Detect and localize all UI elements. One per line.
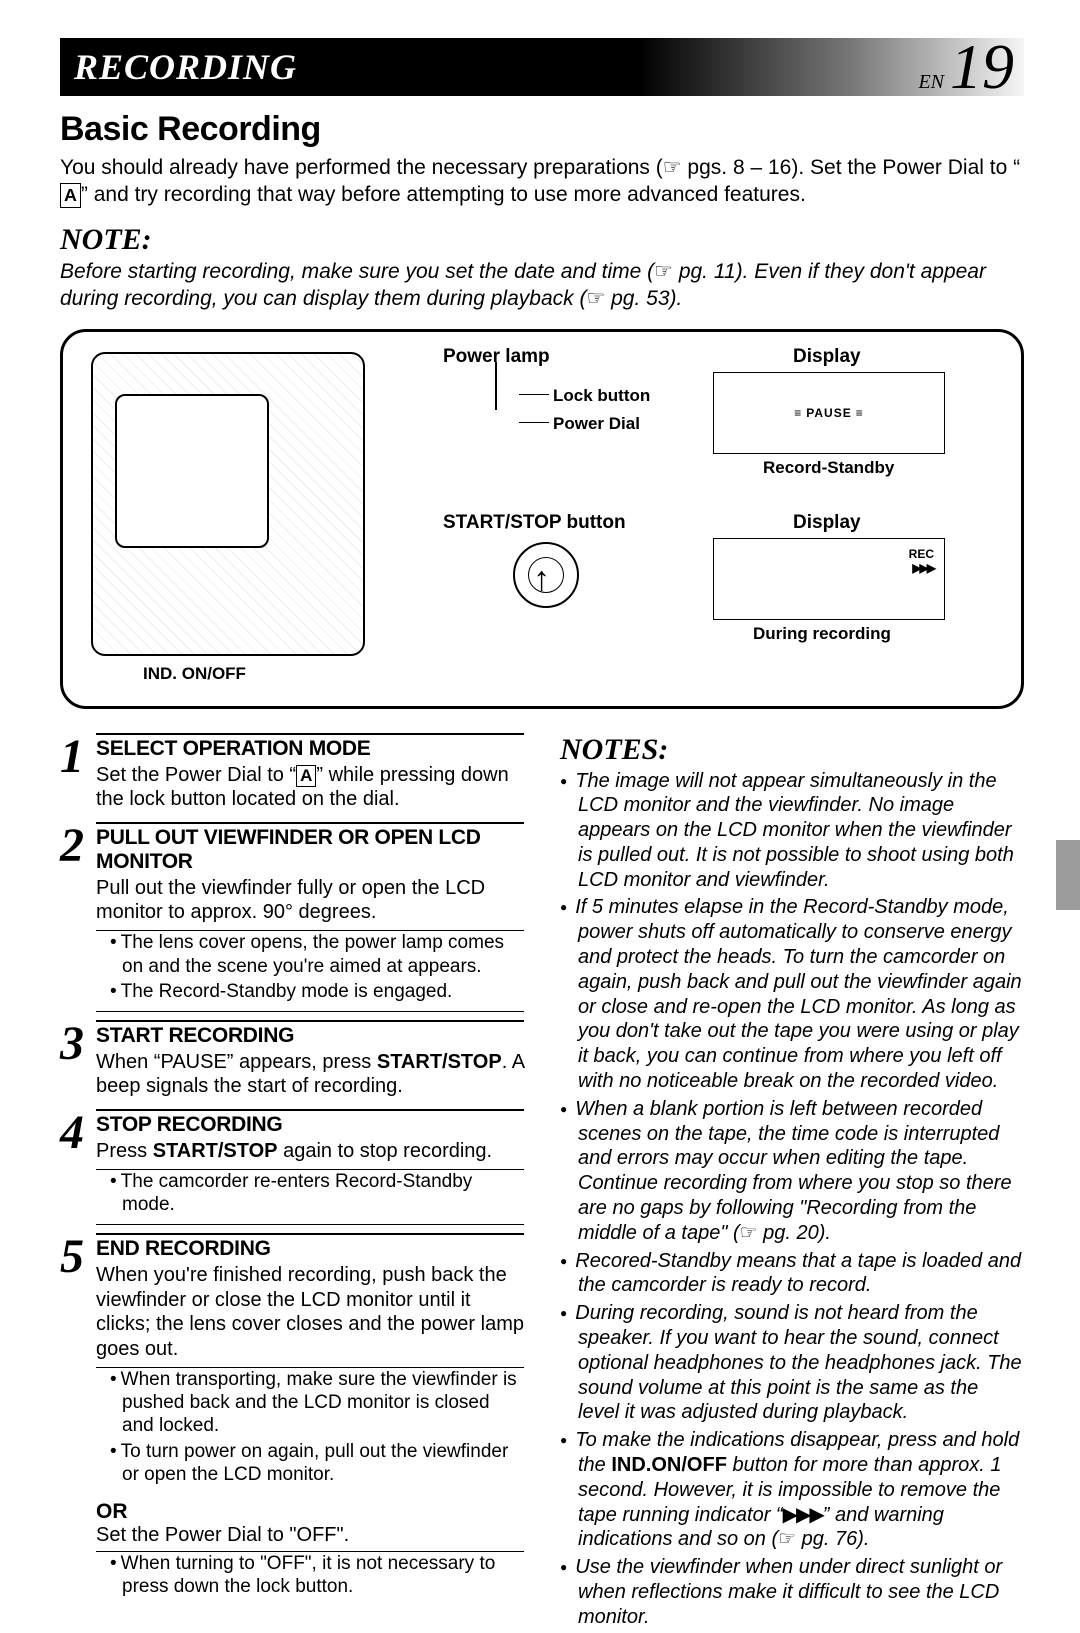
notes-list: The image will not appear simultaneously… — [560, 769, 1024, 1630]
connector-line — [519, 422, 549, 423]
note-item: Recored-Standby means that a tape is loa… — [560, 1249, 1024, 1299]
step-1: 1 SELECT OPERATION MODE Set the Power Di… — [60, 733, 524, 818]
section-heading: Basic Recording — [60, 110, 1024, 149]
step-number: 4 — [60, 1111, 96, 1230]
label-lock-button: Lock button — [553, 386, 650, 406]
label-display-2: Display — [793, 512, 861, 534]
sub-item: The Record-Standby mode is engaged. — [110, 980, 524, 1003]
step-title: SELECT OPERATION MODE — [96, 733, 524, 761]
page-number: 19 — [950, 35, 1014, 99]
diagram-box: Power lamp Lock button Power Dial Displa… — [60, 329, 1024, 709]
or-text: Set the Power Dial to "OFF". — [96, 1524, 524, 1547]
sub-item: To turn power on again, pull out the vie… — [110, 1440, 524, 1486]
step-text: When “PAUSE” appears, press START/STOP. … — [96, 1050, 524, 1099]
label-ind-onoff: IND. ON/OFF — [143, 664, 246, 684]
camera-illustration — [91, 352, 365, 656]
note-item: If 5 minutes elapse in the Record-Standb… — [560, 895, 1024, 1093]
step-number: 2 — [60, 824, 96, 1016]
chapter-title: RECORDING — [74, 46, 297, 88]
note-item: The image will not appear simultaneously… — [560, 769, 1024, 893]
step-3: 3 START RECORDING When “PAUSE” appears, … — [60, 1020, 524, 1105]
step-sublist: The camcorder re-enters Record-Standby m… — [96, 1169, 524, 1225]
header-banner: RECORDING EN 19 — [60, 38, 1024, 96]
page-indicator: EN 19 — [918, 35, 1014, 99]
step-title: PULL OUT VIEWFINDER OR OPEN LCD MONITOR — [96, 822, 524, 874]
sub-item: When turning to "OFF", it is not necessa… — [110, 1552, 524, 1598]
connector-line — [519, 394, 549, 395]
label-display-1: Display — [793, 346, 861, 368]
sub-item: When transporting, make sure the viewfin… — [110, 1368, 524, 1438]
rec-label: REC — [909, 547, 934, 561]
play-icon: ▶▶▶ — [912, 561, 934, 575]
label-record-standby: Record-Standby — [763, 458, 894, 478]
or-label: OR — [96, 1500, 524, 1524]
steps-column: 1 SELECT OPERATION MODE Set the Power Di… — [60, 733, 524, 1633]
note-heading: NOTE: — [60, 223, 1024, 257]
intro-paragraph: You should already have performed the ne… — [60, 155, 1024, 209]
side-tab — [1056, 840, 1080, 910]
step-text: Press START/STOP again to stop recording… — [96, 1139, 524, 1163]
lang-code: EN — [918, 71, 944, 94]
step-sublist: When transporting, make sure the viewfin… — [96, 1367, 524, 1494]
display-rec: REC ▶▶▶ — [713, 538, 945, 620]
note-item: To make the indications disappear, press… — [560, 1428, 1024, 1552]
step-number: 1 — [60, 735, 96, 818]
step-5: 5 END RECORDING When you're finished rec… — [60, 1233, 524, 1610]
step-number: 5 — [60, 1235, 96, 1610]
label-during-recording: During recording — [753, 624, 891, 644]
sub-item: The lens cover opens, the power lamp com… — [110, 931, 524, 977]
sub-item: The camcorder re-enters Record-Standby m… — [110, 1170, 524, 1216]
note-body: Before starting recording, make sure you… — [60, 259, 1024, 313]
or-sublist: When turning to "OFF", it is not necessa… — [96, 1551, 524, 1606]
pause-text: PAUSE — [790, 406, 867, 420]
step-text: Pull out the viewfinder fully or open th… — [96, 876, 524, 925]
rec-text: REC ▶▶▶ — [909, 547, 934, 575]
notes-heading: NOTES: — [560, 733, 1024, 767]
connector-line — [495, 362, 497, 410]
notes-column: NOTES: The image will not appear simulta… — [560, 733, 1024, 1633]
step-sublist: The lens cover opens, the power lamp com… — [96, 930, 524, 1012]
step-number: 3 — [60, 1022, 96, 1105]
label-power-dial: Power Dial — [553, 414, 640, 434]
note-item: Use the viewfinder when under direct sun… — [560, 1555, 1024, 1629]
step-title: STOP RECORDING — [96, 1109, 524, 1137]
step-text: Set the Power Dial to “A” while pressing… — [96, 763, 524, 812]
note-item: During recording, sound is not heard fro… — [560, 1301, 1024, 1425]
note-item: When a blank portion is left between rec… — [560, 1097, 1024, 1246]
step-2: 2 PULL OUT VIEWFINDER OR OPEN LCD MONITO… — [60, 822, 524, 1016]
step-title: END RECORDING — [96, 1233, 524, 1261]
label-start-stop: START/STOP button — [443, 512, 626, 534]
display-pause: PAUSE — [713, 372, 945, 454]
step-text: When you're finished recording, push bac… — [96, 1263, 524, 1361]
step-title: START RECORDING — [96, 1020, 524, 1048]
step-4: 4 STOP RECORDING Press START/STOP again … — [60, 1109, 524, 1230]
